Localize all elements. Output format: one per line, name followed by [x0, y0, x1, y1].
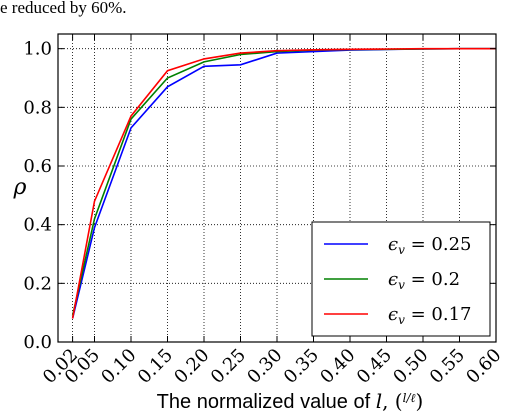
x-tick-label: 0.35 — [280, 345, 323, 388]
legend: ϵv = 0.25 ϵv = 0.2 ϵv = 0.17 — [311, 221, 491, 337]
y-tick-label: 1.0 — [23, 39, 52, 60]
x-tick-label: 0.60 — [462, 345, 505, 388]
x-tick-label: 0.30 — [243, 345, 286, 388]
y-axis-label: ρ — [13, 175, 27, 200]
series-line-2 — [71, 47, 496, 319]
legend-label: ϵv = 0.17 — [388, 304, 471, 327]
x-tick-label: 0.15 — [134, 345, 177, 388]
x-tick-label: 0.50 — [389, 345, 432, 388]
caption-fragment: e reduced by 60%. — [0, 0, 127, 17]
y-tick-label: 0.4 — [23, 215, 52, 236]
y-tick-label: 0.6 — [23, 156, 52, 177]
x-tick-label: 0.45 — [353, 345, 396, 388]
legend-label: ϵv = 0.25 — [388, 234, 471, 257]
legend-label: ϵv = 0.2 — [388, 269, 460, 292]
y-tick-label: 0.0 — [23, 332, 52, 353]
x-tick-label: 0.55 — [426, 345, 469, 388]
series-lines — [71, 47, 496, 319]
x-tick-label: 0.25 — [207, 345, 250, 388]
x-tick-label: 0.10 — [97, 345, 140, 388]
y-tick-label: 0.2 — [23, 273, 52, 294]
x-axis-label-text: The normalized value of l, (l/ℓ) — [157, 389, 424, 413]
ticks — [58, 34, 497, 343]
x-axis-label: The normalized value of l, (l/ℓ) — [157, 389, 424, 413]
y-tick-label: 0.8 — [23, 97, 52, 118]
x-tick-label: 0.20 — [170, 345, 213, 388]
x-tick-label: 0.40 — [316, 345, 359, 388]
